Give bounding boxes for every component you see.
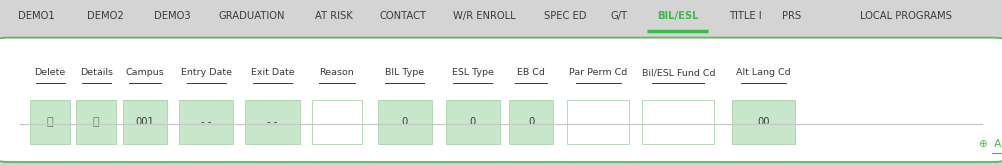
Text: 0: 0: [470, 117, 476, 127]
Text: - -: - -: [201, 117, 211, 127]
Text: Campus: Campus: [126, 68, 164, 77]
FancyBboxPatch shape: [312, 100, 362, 144]
Text: CONTACT: CONTACT: [380, 11, 427, 21]
Text: DEMO1: DEMO1: [18, 11, 54, 21]
Text: BIL/ESL: BIL/ESL: [657, 11, 698, 21]
Text: ESL Type: ESL Type: [452, 68, 494, 77]
Text: 0: 0: [402, 117, 408, 127]
Text: W/R ENROLL: W/R ENROLL: [453, 11, 516, 21]
Text: Entry Date: Entry Date: [181, 68, 231, 77]
Text: Details: Details: [80, 68, 112, 77]
FancyBboxPatch shape: [245, 100, 300, 144]
FancyBboxPatch shape: [179, 100, 233, 144]
Text: DEMO2: DEMO2: [87, 11, 123, 21]
Text: 0: 0: [528, 117, 534, 127]
Text: - -: - -: [268, 117, 278, 127]
Text: LOCAL PROGRAMS: LOCAL PROGRAMS: [860, 11, 952, 21]
Text: Delete: Delete: [34, 68, 66, 77]
Text: Add: Add: [991, 139, 1002, 148]
Text: Exit Date: Exit Date: [250, 68, 295, 77]
Text: BIL Type: BIL Type: [385, 68, 425, 77]
FancyBboxPatch shape: [446, 100, 500, 144]
Text: 🔍: 🔍: [93, 117, 99, 127]
Text: 001: 001: [136, 117, 154, 127]
Text: TITLE I: TITLE I: [728, 11, 762, 21]
FancyBboxPatch shape: [642, 100, 714, 144]
Text: SPEC ED: SPEC ED: [544, 11, 586, 21]
FancyBboxPatch shape: [732, 100, 795, 144]
FancyBboxPatch shape: [123, 100, 167, 144]
Text: Alt Lang Cd: Alt Lang Cd: [736, 68, 791, 77]
Text: 🗑: 🗑: [47, 117, 53, 127]
FancyBboxPatch shape: [509, 100, 553, 144]
FancyBboxPatch shape: [567, 100, 629, 144]
Text: AT RISK: AT RISK: [315, 11, 353, 21]
Text: G/T: G/T: [610, 11, 628, 21]
Text: Par Perm Cd: Par Perm Cd: [569, 68, 627, 77]
FancyBboxPatch shape: [0, 38, 1002, 162]
Text: EB Cd: EB Cd: [517, 68, 545, 77]
Text: 00: 00: [758, 117, 770, 127]
FancyBboxPatch shape: [30, 100, 70, 144]
Text: ⊕: ⊕: [978, 139, 987, 148]
Text: DEMO3: DEMO3: [153, 11, 190, 21]
FancyBboxPatch shape: [378, 100, 432, 144]
FancyBboxPatch shape: [76, 100, 116, 144]
Text: Bil/ESL Fund Cd: Bil/ESL Fund Cd: [641, 68, 715, 77]
Text: GRADUATION: GRADUATION: [218, 11, 286, 21]
Text: PRS: PRS: [782, 11, 802, 21]
Text: Reason: Reason: [320, 68, 354, 77]
